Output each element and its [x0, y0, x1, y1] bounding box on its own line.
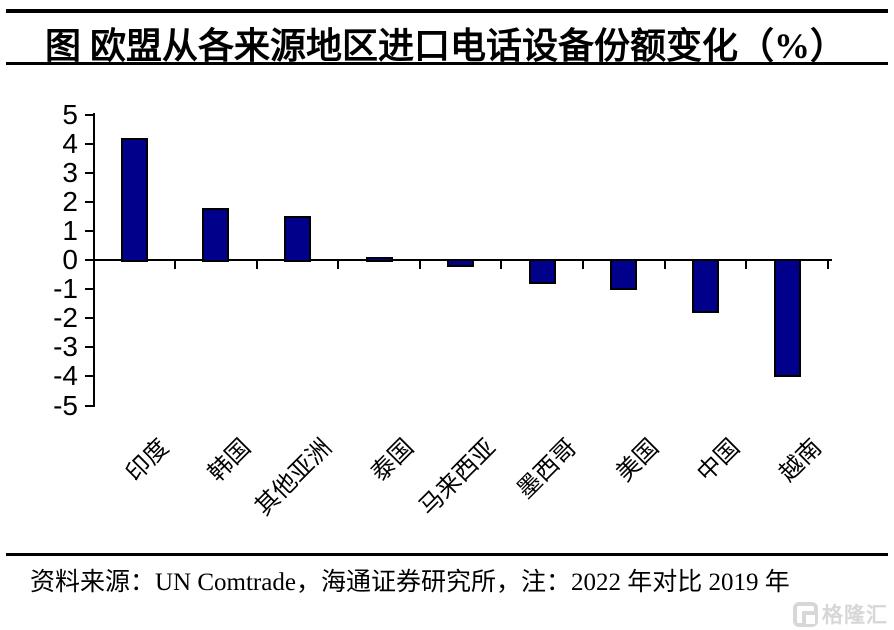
bar-美国 [610, 259, 638, 291]
bar-其他亚洲 [283, 216, 311, 262]
bar-墨西哥 [528, 259, 556, 285]
bar-中国 [691, 259, 719, 314]
y-tick [85, 346, 93, 349]
x-tick [418, 261, 421, 269]
y-tick-label: 4 [62, 127, 78, 159]
x-category-label: 泰国 [366, 434, 420, 487]
y-tick [85, 317, 93, 320]
bar-泰国 [365, 257, 393, 262]
x-category-label: 美国 [611, 434, 664, 487]
y-tick-label: -4 [53, 360, 78, 392]
y-tick [85, 171, 93, 174]
y-tick [85, 113, 93, 116]
x-tick [255, 261, 258, 269]
y-tick-label: -3 [53, 331, 78, 363]
x-category-label: 马来西亚 [414, 434, 501, 521]
title-bottom-rule [6, 62, 888, 65]
figure-title: 图 欧盟从各来源地区进口电话设备份额变化（%） [45, 26, 847, 66]
y-tick [85, 142, 93, 145]
y-tick-label: 1 [62, 214, 78, 246]
y-tick-label: 0 [62, 244, 78, 275]
y-tick [85, 200, 93, 203]
y-tick-label: 5 [62, 98, 78, 130]
y-tick-label: 2 [62, 185, 78, 217]
x-tick [174, 261, 176, 269]
y-tick-label: -1 [53, 273, 78, 305]
x-tick [500, 261, 503, 269]
y-tick [85, 375, 93, 378]
x-category-label: 中国 [693, 434, 746, 487]
source-note: 资料来源：UN Comtrade，海通证券研究所，注：2022 年对比 2019… [30, 569, 790, 596]
gelonghui-logo-icon [793, 601, 818, 627]
x-category-label: 其他亚洲 [251, 434, 338, 521]
y-tick [85, 404, 93, 407]
bar-韩国 [202, 207, 230, 262]
y-tick-label: -5 [53, 389, 78, 421]
x-tick [826, 261, 829, 269]
bar-马来西亚 [447, 259, 475, 267]
y-tick-label: -2 [53, 302, 78, 334]
y-tick [85, 288, 93, 291]
x-category-label: 墨西哥 [512, 434, 583, 504]
x-tick [337, 261, 340, 269]
bar-越南 [773, 259, 801, 378]
x-category-label: 韩国 [203, 434, 256, 487]
x-category-label: 印度 [121, 434, 175, 487]
y-tick [85, 259, 93, 261]
footer-rule [6, 553, 888, 556]
y-tick-label: 3 [62, 156, 78, 188]
watermark-text: 格隆汇 [822, 604, 888, 627]
x-category-label: 越南 [774, 434, 828, 487]
bar-印度 [120, 137, 148, 262]
watermark: 格隆汇 [793, 599, 888, 629]
x-tick [745, 261, 748, 269]
x-tick [663, 261, 666, 269]
x-tick [582, 261, 584, 269]
y-tick [85, 229, 93, 232]
title-top-rule [6, 9, 888, 13]
